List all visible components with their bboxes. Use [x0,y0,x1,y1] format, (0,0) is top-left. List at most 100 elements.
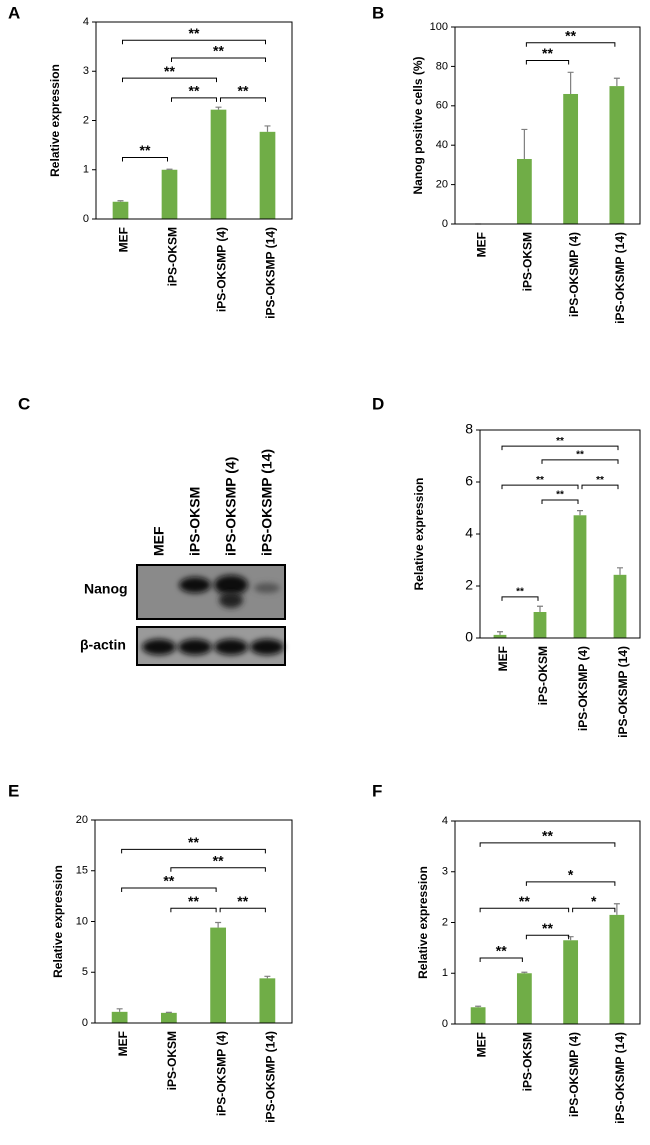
y-tick-label: 4 [465,525,473,541]
significance-label: ** [536,475,544,486]
significance-bracket [171,97,217,102]
bar [516,158,532,224]
error-bar [264,975,271,979]
y-tick-label: 4 [83,16,89,28]
error-bar [475,1005,482,1008]
x-tick-label: iPS-OKSM [521,232,535,291]
error-bar [613,77,620,87]
panel-letter: A [8,3,20,22]
y-tick-label: 1 [83,164,89,176]
significance-label: ** [213,43,224,59]
significance-label: ** [516,587,524,598]
significance-bracket [170,867,266,872]
y-tick-label: 4 [442,815,448,827]
panel-letter: C [18,394,30,413]
significance-label: * [568,867,574,883]
x-tick-label: MEF [474,232,488,257]
significance-bracket [171,57,266,62]
bar [563,93,579,224]
bar [609,86,625,224]
x-tick-label: MEF [474,1032,488,1057]
bar [259,131,276,219]
significance-label: ** [163,873,174,889]
y-tick-label: 20 [436,179,448,191]
error-bar [577,510,583,516]
x-tick-label: iPS-OKSM [521,1032,535,1091]
significance-label: ** [140,142,151,158]
significance-bracket [121,848,266,854]
bar [470,1007,486,1024]
band [250,639,284,655]
error-bar [521,971,528,974]
y-tick-label: 5 [82,966,88,978]
significance-bracket [541,499,579,504]
y-tick-label: 20 [76,814,88,826]
y-axis-label: Nanog positive cells (%) [411,56,425,194]
y-tick-label: 0 [442,1018,448,1030]
plot-frame [94,819,293,1024]
y-tick-label: 0 [465,629,473,645]
bar [161,169,178,219]
y-tick-label: 2 [442,916,448,928]
error-bar [215,106,222,110]
error-bar [165,1011,172,1013]
significance-bracket [501,484,579,490]
bar [111,1011,128,1023]
y-tick-label: 10 [76,915,88,927]
significance-bracket [220,97,266,102]
significance-bracket [479,957,523,963]
bar-chart: 0 20 40 60 80 100 Nanog positive cells (%) MEF i… [411,21,641,324]
bar [609,914,625,1024]
y-tick-label: 60 [436,100,448,112]
bar [259,978,276,1023]
bar [563,940,579,1024]
significance-bracket [525,42,616,47]
x-tick-label: iPS-OKSMP (14) [616,646,630,738]
x-tick-label: iPS-OKSMP (4) [215,227,229,312]
bar-chart: 0 1 2 3 4 Relative expression MEF iPS-OKSM iPS-O… [48,16,293,319]
lane-label: MEF [151,526,167,556]
x-tick-label: MEF [116,1031,130,1056]
significance-label: ** [188,893,199,909]
significance-label: ** [189,25,200,41]
significance-label: ** [576,450,584,461]
significance-label: ** [496,943,507,959]
y-tick-label: 1 [442,967,448,979]
y-tick-label: 15 [76,865,88,877]
x-tick-label: MEF [496,646,510,671]
error-bar [521,128,528,159]
error-bar [264,125,271,132]
x-tick-label: iPS-OKSMP (14) [264,1031,278,1123]
significance-bracket [479,842,616,847]
panel-letter: E [8,781,19,800]
significance-bracket [479,907,570,913]
y-tick-label: 8 [465,421,473,437]
significance-label: ** [213,852,224,868]
error-bar [617,567,623,575]
x-tick-label: iPS-OKSMP (14) [613,1032,627,1124]
significance-bracket [541,459,619,464]
significance-bracket [501,445,619,451]
y-tick-label: 100 [430,21,448,33]
error-bar [117,200,124,202]
significance-label: ** [565,27,576,43]
x-tick-label: iPS-OKSMP (4) [567,232,581,317]
row-label: β-actin [80,637,126,653]
bar-chart: 0 1 2 3 4 Relative expression MEF iPS-OKSM iPS-O… [416,815,641,1124]
western-blot: C MEF iPS-OKSM iPS-OKSMP (4) iPS-OKSMP (… [18,394,286,666]
bar [533,612,547,638]
lane-label: iPS-OKSMP (14) [259,449,275,556]
significance-label: ** [542,45,553,61]
error-bar [497,631,503,635]
x-tick-label: iPS-OKSMP (14) [264,227,278,319]
band [219,592,243,608]
significance-bracket [525,881,616,886]
y-tick-label: 2 [465,577,473,593]
significance-label: ** [542,828,553,844]
significance-label: ** [238,83,249,99]
y-tick-label: 80 [436,60,448,72]
significance-label: ** [188,834,199,850]
plot-frame [479,429,641,639]
y-tick-label: 3 [442,866,448,878]
